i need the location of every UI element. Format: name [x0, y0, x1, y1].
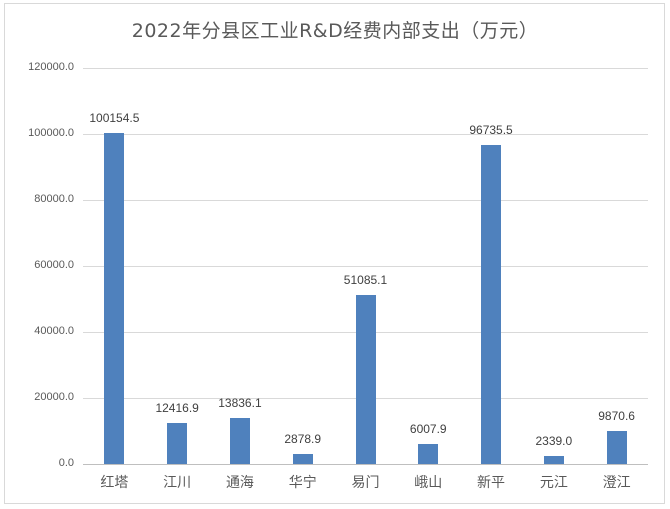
- data-label: 96735.5: [469, 122, 513, 137]
- gridline: [83, 200, 648, 201]
- y-tick-label: 100000.0: [28, 127, 74, 139]
- x-axis-line: [83, 464, 648, 465]
- data-label: 12416.9: [155, 401, 199, 416]
- data-label: 2878.9: [284, 432, 322, 447]
- y-tick-label: 0.0: [58, 457, 74, 469]
- gridline: [83, 266, 648, 267]
- y-tick-label: 20000.0: [34, 391, 74, 403]
- data-label: 100154.5: [89, 111, 140, 126]
- chart-title: 2022年分县区工业R&D经费内部支出（万元）: [131, 20, 539, 42]
- x-tick-label: 红塔: [100, 475, 129, 491]
- data-label: 51085.1: [343, 273, 388, 288]
- bar: [229, 418, 250, 464]
- x-tick-label: 峨山: [414, 475, 443, 491]
- data-label: 6007.9: [409, 422, 447, 437]
- chart-frame: [4, 3, 665, 504]
- x-tick-label: 澄江: [602, 475, 631, 491]
- bar: [606, 431, 627, 464]
- bar: [355, 295, 376, 464]
- y-tick-label: 120000.0: [28, 61, 74, 73]
- gridline: [83, 68, 648, 69]
- y-tick-label: 60000.0: [34, 259, 74, 271]
- x-tick-label: 元江: [539, 475, 568, 491]
- x-tick-label: 华宁: [288, 475, 317, 491]
- y-tick-label: 80000.0: [34, 193, 74, 205]
- bar: [167, 423, 188, 464]
- gridline: [83, 134, 648, 135]
- bar: [104, 133, 125, 464]
- x-tick-label: 新平: [477, 475, 506, 491]
- x-tick-label: 通海: [225, 475, 254, 491]
- data-label: 13836.1: [218, 396, 262, 411]
- x-tick-label: 易门: [351, 475, 380, 491]
- bar: [481, 144, 502, 464]
- bar: [543, 456, 564, 464]
- data-label: 2339.0: [535, 434, 573, 449]
- y-tick-label: 40000.0: [34, 325, 74, 337]
- bar: [418, 444, 439, 464]
- data-label: 9870.6: [598, 409, 635, 424]
- bar: [292, 454, 313, 464]
- x-tick-label: 江川: [163, 475, 192, 491]
